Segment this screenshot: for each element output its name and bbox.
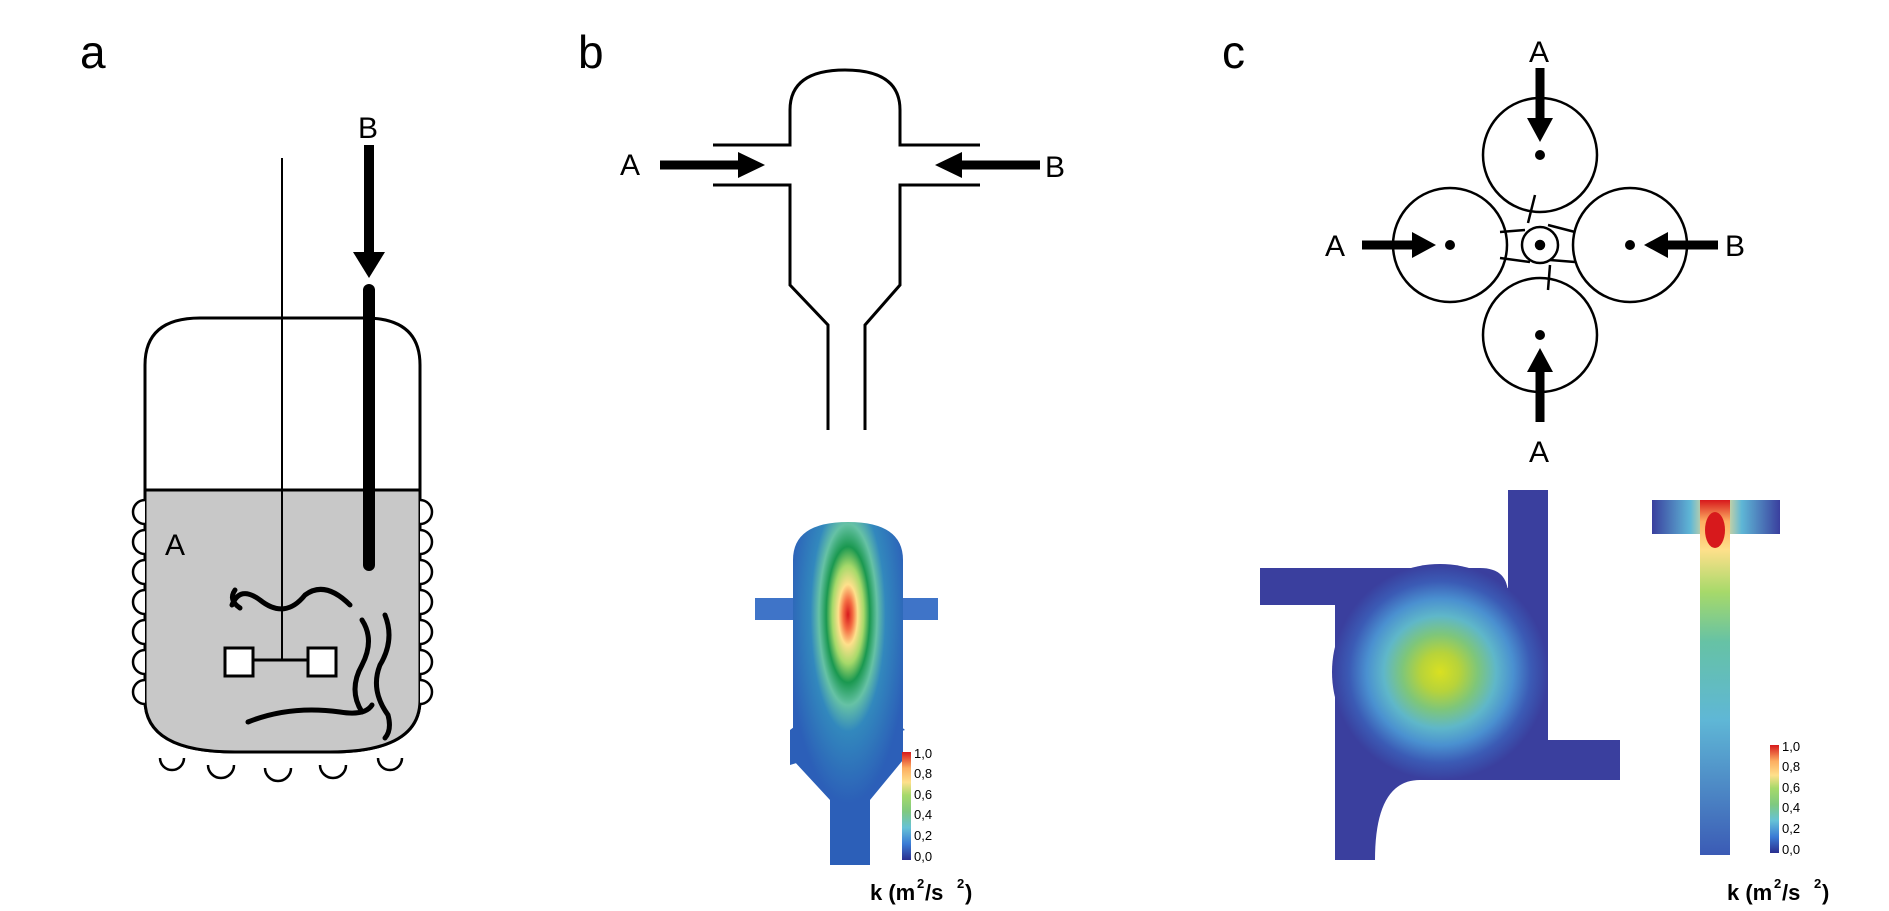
svg-text:/s: /s	[925, 880, 943, 905]
colorbar-c-tick: 0,2	[1782, 821, 1800, 836]
svg-text:): )	[965, 880, 972, 905]
svg-text:2: 2	[1814, 876, 1821, 891]
colorbar-b-tick: 0,0	[914, 849, 932, 864]
colorbar-b-tick: 1,0	[914, 746, 932, 761]
liquid-label-a: A	[165, 529, 185, 562]
colorbar-b-unit: k (m 2 /s 2 )	[870, 876, 972, 905]
panel-a-letter: a	[80, 26, 106, 78]
panel-b: b A B 1,0 0,8 0,6 0,4 0,2 0,0 k (m	[578, 26, 1065, 905]
inlet-label-left: A	[1325, 230, 1345, 263]
jacket-coil-bottom	[158, 757, 404, 783]
t-mixer-outline	[713, 68, 980, 430]
jacket-coil-left	[131, 498, 146, 706]
impeller-blade-right	[306, 646, 338, 678]
colorbar-c-unit: k (m 2 /s 2 )	[1727, 876, 1829, 905]
panel-a: a	[80, 26, 434, 783]
vortex-mixer-schematic	[1391, 96, 1689, 394]
colorbar-c-tick: 0,6	[1782, 780, 1800, 795]
colorbar-c-tick: 1,0	[1782, 739, 1800, 754]
inlet-label-right: B	[1725, 230, 1745, 263]
colorbar-b: 1,0 0,8 0,6 0,4 0,2 0,0 k (m 2 /s 2 )	[870, 746, 972, 905]
colorbar-b-tick: 0,8	[914, 766, 932, 781]
svg-text:k (m: k (m	[870, 880, 915, 905]
svg-text:): )	[1822, 880, 1829, 905]
colorbar-c-tick: 0,4	[1782, 800, 1800, 815]
svg-text:/s: /s	[1782, 880, 1800, 905]
colorbar-b-tick: 0,6	[914, 787, 932, 802]
panel-c-letter: c	[1222, 26, 1245, 78]
contour-plot-c-swirl	[1260, 490, 1620, 860]
inlet-label-bottom: A	[1529, 436, 1549, 469]
colorbar-c-tick: 0,8	[1782, 759, 1800, 774]
inlet-arrow-a-head	[738, 152, 765, 178]
inlet-label-a: A	[620, 149, 640, 182]
inlet-arrow-b-head	[935, 152, 962, 178]
colorbar-c: 1,0 0,8 0,6 0,4 0,2 0,0 k (m 2 /s 2 )	[1727, 739, 1829, 905]
svg-text:2: 2	[957, 876, 964, 891]
panel-c: c A A B A	[1222, 26, 1829, 905]
panel-b-letter: b	[578, 26, 604, 78]
contour-plot-b	[755, 522, 938, 865]
inlet-label-b: B	[1045, 151, 1065, 184]
svg-text:2: 2	[917, 876, 924, 891]
colorbar-c-tick: 0,0	[1782, 842, 1800, 857]
contour-plot-c-tee	[1652, 500, 1780, 855]
feed-arrow-head	[353, 252, 385, 278]
colorbar-b-tick: 0,2	[914, 828, 932, 843]
impeller-blade-left	[223, 646, 255, 678]
colorbar-b-tick: 0,4	[914, 807, 932, 822]
inlet-label-top: A	[1529, 36, 1549, 69]
feed-label-b: B	[358, 112, 378, 145]
flow-swirls	[229, 586, 392, 741]
svg-text:2: 2	[1774, 876, 1781, 891]
jacket-coil-right	[419, 498, 434, 706]
svg-text:k (m: k (m	[1727, 880, 1772, 905]
